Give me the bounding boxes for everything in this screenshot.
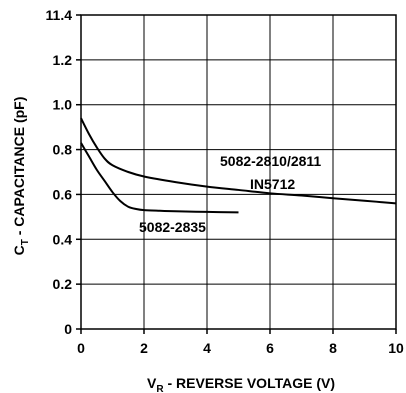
series-label-in5712: IN5712 — [250, 176, 295, 192]
y-tick-label: 11.4 — [46, 7, 73, 23]
series-lines — [80, 117, 397, 214]
x-axis-label: VR - REVERSE VOLTAGE (V) — [147, 375, 335, 393]
y-tick-label: 0.8 — [53, 142, 73, 158]
x-axis-label-sub: R — [156, 384, 164, 393]
x-axis-label-rest: - REVERSE VOLTAGE (V) — [164, 375, 335, 391]
x-tick-label: 0 — [77, 340, 85, 356]
grid — [81, 15, 396, 329]
x-tick-label: 6 — [266, 340, 274, 356]
y-axis-label-main: C — [11, 245, 27, 255]
series-label-5082-2835: 5082-2835 — [139, 219, 206, 235]
series-line-5082-2835 — [80, 142, 239, 214]
x-axis-label-main: V — [147, 375, 157, 391]
y-tick-label: 0.4 — [53, 231, 73, 247]
series-line-5082-2810-2811 — [80, 117, 397, 205]
x-tick-label: 10 — [388, 340, 404, 356]
y-tick-label: 0.2 — [53, 276, 73, 292]
y-axis-label-sub: T — [20, 239, 31, 245]
y-axis-label: CT - CAPACITANCE (pF) — [11, 97, 31, 256]
x-tick-label: 8 — [329, 340, 337, 356]
y-tick-label: 0 — [64, 321, 72, 337]
y-axis-label-rest: - CAPACITANCE (pF) — [11, 97, 27, 240]
y-tick-label: 0.6 — [53, 186, 73, 202]
series-label-5082-2810-2811: 5082-2810/2811 — [220, 153, 321, 169]
x-tick-label: 4 — [203, 340, 211, 356]
tick-labels: 0 2 4 6 8 10 0 0.2 0.4 0.6 0.8 1.0 1.2 11.4 — [46, 7, 404, 356]
plot-frame — [80, 14, 397, 330]
y-tick-label: 1.0 — [53, 97, 73, 113]
y-tick-label: 1.2 — [53, 52, 73, 68]
tick-marks — [76, 14, 397, 334]
x-tick-label: 2 — [140, 340, 148, 356]
